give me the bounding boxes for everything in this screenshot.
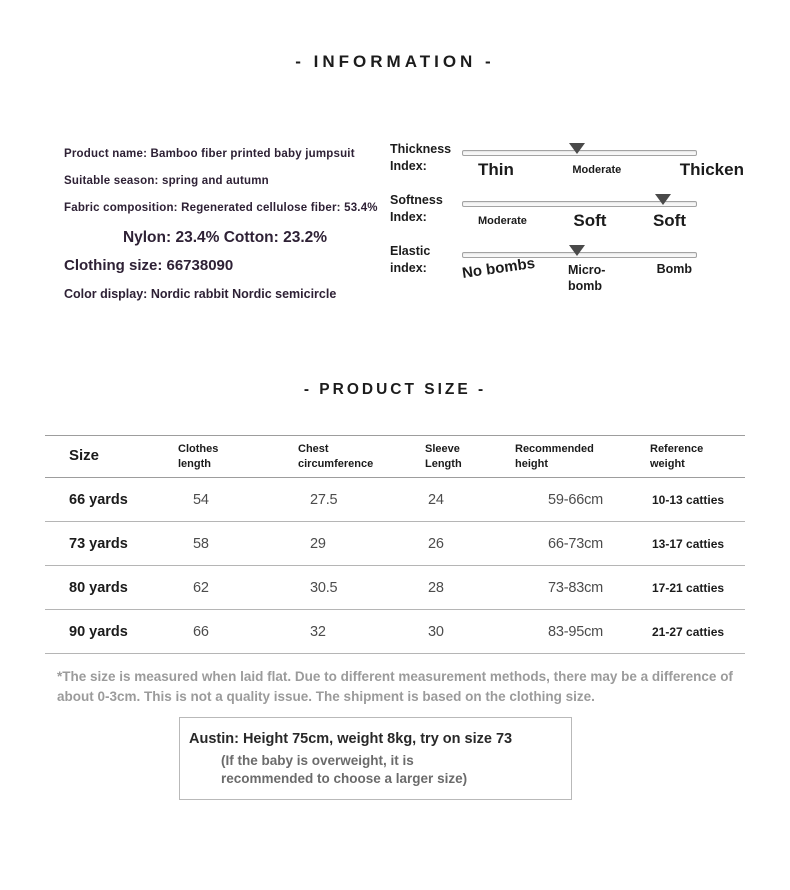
size-table-header: Size Clothes length Chest circumference … bbox=[45, 436, 745, 478]
cell-clothes-length: 54 bbox=[193, 491, 209, 508]
header-recommended-height: Recommended height bbox=[515, 442, 594, 470]
header-size: Size bbox=[69, 447, 100, 465]
cell-size: 90 yards bbox=[69, 623, 128, 640]
table-row: 80 yards 62 30.5 28 73-83cm 17-21 cattie… bbox=[45, 566, 745, 610]
header-clothes-length: Clothes length bbox=[178, 442, 219, 470]
cell-chest: 30.5 bbox=[310, 579, 338, 596]
header-sleeve-length: Sleeve Length bbox=[425, 442, 462, 470]
cell-weight: 13-17 catties bbox=[652, 536, 725, 551]
cell-chest: 32 bbox=[310, 623, 326, 640]
cell-chest: 27.5 bbox=[310, 491, 338, 508]
index-sliders: Thickness Index: Thin Moderate Thicken S… bbox=[390, 141, 750, 307]
cell-height: 59-66cm bbox=[548, 491, 604, 508]
cell-clothes-length: 58 bbox=[193, 535, 209, 552]
cell-sleeve: 26 bbox=[428, 535, 444, 552]
product-info-block: Product name: Bamboo fiber printed baby … bbox=[64, 148, 386, 301]
label-line: Index: bbox=[390, 209, 427, 224]
size-advice-text: (If the baby is overweight, it is recomm… bbox=[221, 753, 468, 787]
elastic-index-label: Elastic index: bbox=[390, 243, 462, 295]
cell-size: 80 yards bbox=[69, 579, 128, 596]
information-title: - INFORMATION - bbox=[295, 52, 495, 71]
stop-label: Thin bbox=[478, 160, 514, 179]
label-line: Elastic bbox=[390, 244, 431, 258]
cell-size: 66 yards bbox=[69, 491, 128, 508]
softness-index-row: Softness Index: Moderate Soft Soft bbox=[390, 192, 750, 231]
thickness-track-area: Thin Moderate Thicken bbox=[462, 141, 744, 180]
cell-height: 83-95cm bbox=[548, 623, 604, 640]
measurement-note: *The size is measured when laid flat. Du… bbox=[57, 669, 733, 704]
thickness-slider-track bbox=[462, 143, 697, 156]
cell-weight: 21-27 catties bbox=[652, 624, 725, 639]
fit-recommendation-box: Austin: Height 75cm, weight 8kg, try on … bbox=[179, 717, 572, 801]
fabric-composition-text: Fabric composition: Regenerated cellulos… bbox=[64, 202, 378, 214]
elastic-marker-icon bbox=[569, 245, 586, 256]
softness-stops: Moderate Soft Soft bbox=[462, 211, 744, 231]
thickness-index-label: Thickness Index: bbox=[390, 141, 462, 180]
label-line: Softness bbox=[390, 193, 443, 207]
label-line: Thickness bbox=[390, 142, 452, 156]
stop-label: Moderate bbox=[572, 164, 622, 176]
cell-weight: 17-21 catties bbox=[652, 580, 725, 595]
label-line: index: bbox=[390, 260, 427, 275]
cell-clothes-length: 66 bbox=[193, 623, 209, 640]
stop-label: Bomb bbox=[656, 262, 692, 276]
softness-index-label: Softness Index: bbox=[390, 192, 462, 231]
season-text: Suitable season: spring and autumn bbox=[64, 175, 269, 187]
elastic-stops: No bombs Micro-bomb Bomb bbox=[461, 255, 744, 295]
stop-label: Micro-bomb bbox=[567, 263, 606, 294]
elastic-slider-track bbox=[462, 245, 697, 258]
table-row: 90 yards 66 32 30 83-95cm 21-27 catties bbox=[45, 610, 745, 654]
cell-sleeve: 28 bbox=[428, 579, 444, 596]
header-reference-weight: Reference weight bbox=[650, 442, 704, 470]
stop-label: Moderate bbox=[478, 215, 527, 227]
cell-chest: 29 bbox=[310, 535, 326, 552]
softness-track-area: Moderate Soft Soft bbox=[462, 192, 744, 231]
model-fit-text: Austin: Height 75cm, weight 8kg, try on … bbox=[189, 731, 513, 747]
stop-label: Thicken bbox=[679, 160, 744, 179]
product-size-title: - PRODUCT SIZE - bbox=[303, 381, 487, 398]
table-row: 73 yards 58 29 26 66-73cm 13-17 catties bbox=[45, 522, 745, 566]
fiber-percent-text: Nylon: 23.4% Cotton: 23.2% bbox=[122, 229, 328, 246]
thickness-stops: Thin Moderate Thicken bbox=[462, 160, 744, 180]
size-table: Size Clothes length Chest circumference … bbox=[45, 435, 745, 654]
cell-weight: 10-13 catties bbox=[652, 492, 725, 507]
stop-label: Soft bbox=[652, 211, 686, 230]
stop-label: Soft bbox=[573, 211, 607, 230]
product-name-text: Product name: Bamboo fiber printed baby … bbox=[64, 148, 355, 160]
thickness-index-row: Thickness Index: Thin Moderate Thicken bbox=[390, 141, 750, 180]
elastic-track-area: No bombs Micro-bomb Bomb bbox=[461, 243, 744, 295]
softness-slider-track bbox=[462, 194, 697, 207]
cell-height: 73-83cm bbox=[548, 579, 604, 596]
cell-sleeve: 24 bbox=[428, 491, 444, 508]
clothing-size-text: Clothing size: 66738090 bbox=[64, 257, 234, 274]
cell-height: 66-73cm bbox=[548, 535, 604, 552]
elastic-index-row: Elastic index: No bombs Micro-bomb Bomb bbox=[390, 243, 750, 295]
cell-clothes-length: 62 bbox=[193, 579, 209, 596]
color-display-text: Color display: Nordic rabbit Nordic semi… bbox=[64, 287, 337, 301]
table-row: 66 yards 54 27.5 24 59-66cm 10-13 cattie… bbox=[45, 478, 745, 522]
cell-sleeve: 30 bbox=[428, 623, 444, 640]
thickness-marker-icon bbox=[569, 143, 586, 154]
label-line: Index: bbox=[390, 158, 427, 173]
softness-marker-icon bbox=[655, 194, 672, 205]
cell-size: 73 yards bbox=[69, 535, 128, 552]
header-chest-circumference: Chest circumference bbox=[298, 442, 374, 470]
